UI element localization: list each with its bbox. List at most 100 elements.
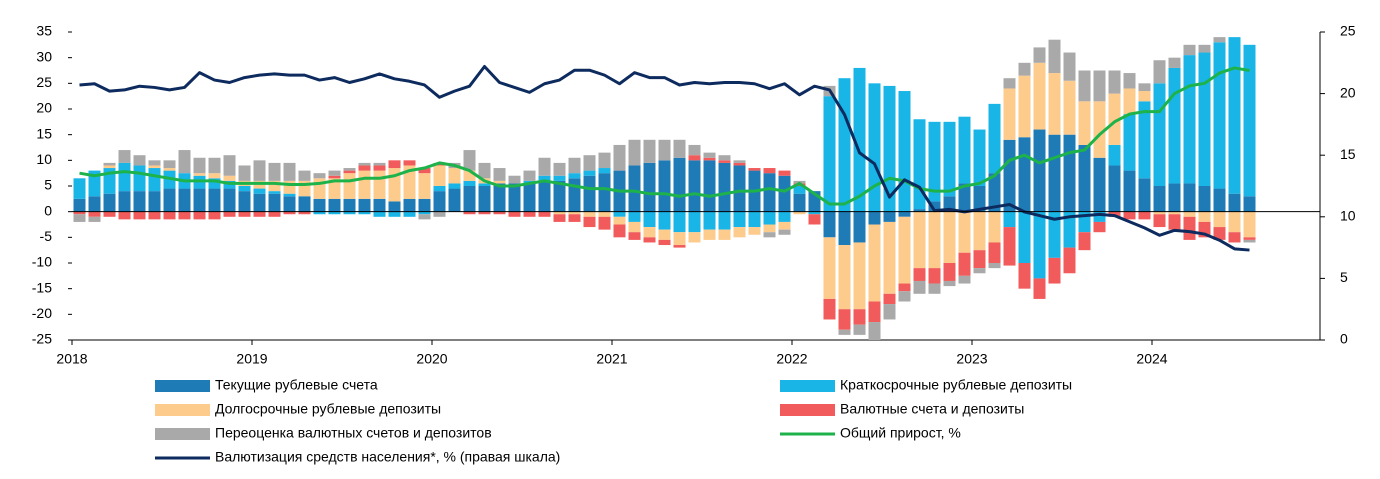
bar-segment	[493, 183, 506, 212]
bar-segment	[1093, 211, 1106, 222]
bar-segment	[883, 304, 896, 320]
bar-segment	[193, 188, 206, 212]
bar-segment	[1183, 216, 1196, 240]
bar-segment	[1003, 78, 1016, 89]
bar-segment	[253, 160, 266, 181]
bar-segment	[1198, 211, 1211, 222]
bar-segment	[553, 211, 566, 215]
bar-segment	[283, 162, 296, 181]
bar-segment	[688, 232, 701, 243]
bar-segment	[658, 229, 671, 240]
bar-segment	[823, 298, 836, 320]
bar-segment	[268, 193, 281, 212]
bar-segment	[118, 191, 131, 212]
y2-tick-label: 25	[1340, 23, 1356, 39]
bar-segment	[553, 180, 566, 212]
bar-segment	[478, 183, 491, 186]
bar-segment	[73, 198, 86, 212]
bar-segment	[1153, 186, 1166, 212]
bar-segment	[403, 165, 416, 199]
bar-segment	[913, 268, 926, 281]
y2-tick-label: 20	[1340, 84, 1356, 100]
bar-segment	[418, 211, 431, 215]
bar-segment	[598, 152, 611, 169]
bar-segment	[718, 162, 731, 212]
y-tick-label: -5	[40, 228, 53, 244]
bar-segment	[673, 157, 686, 212]
bar-segment	[928, 268, 941, 284]
bar-segment	[943, 280, 956, 287]
bar-segment	[193, 211, 206, 220]
bar-segment	[673, 245, 686, 248]
bar-segment	[958, 275, 971, 284]
bar-segment	[883, 293, 896, 305]
bar-segment	[1018, 137, 1031, 212]
bar-segment	[433, 211, 446, 217]
bar-segment	[658, 160, 671, 212]
bar-segment	[613, 224, 626, 238]
bar-segment	[193, 173, 206, 176]
bar-segment	[553, 214, 566, 222]
bar-segment	[388, 160, 401, 169]
bar-segment	[838, 329, 851, 335]
bar-segment	[358, 162, 371, 166]
bar-segment	[1003, 139, 1016, 212]
bar-segment	[628, 221, 641, 233]
bar-segment	[928, 201, 941, 212]
bar-segment	[313, 211, 326, 215]
bar-segment	[973, 129, 986, 186]
y2-tick-label: 15	[1340, 146, 1356, 162]
bar-segment	[748, 211, 761, 228]
bar-segment	[673, 139, 686, 158]
bar-segment	[973, 268, 986, 274]
bar-segment	[88, 216, 101, 222]
y-tick-label: 25	[36, 74, 52, 90]
bar-segment	[328, 198, 341, 212]
bar-segment	[733, 160, 746, 163]
bar-segment	[103, 211, 116, 217]
bar-segment	[868, 224, 881, 302]
bar-segment	[178, 150, 191, 174]
bar-segment	[718, 211, 731, 230]
bar-segment	[853, 242, 866, 310]
bar-segment	[868, 301, 881, 323]
bar-segment	[1078, 232, 1091, 251]
legend-swatch	[780, 380, 835, 392]
bar-segment	[958, 116, 971, 184]
x-tick-label: 2023	[956, 351, 987, 367]
bar-segment	[643, 237, 656, 243]
bar-segment	[238, 165, 251, 181]
bar-segment	[808, 211, 821, 215]
bar-segment	[268, 162, 281, 181]
bar-segment	[568, 178, 581, 212]
bar-segment	[208, 173, 221, 179]
bar-segment	[643, 227, 656, 238]
bar-segment	[718, 155, 731, 161]
bar-segment	[658, 139, 671, 161]
bar-segment	[553, 175, 566, 181]
bar-segment	[808, 214, 821, 225]
y-tick-label: 35	[36, 23, 52, 39]
bar-segment	[253, 188, 266, 194]
bar-segment	[343, 168, 356, 171]
bar-segment	[268, 180, 281, 192]
bar-segment	[973, 186, 986, 212]
bar-segment	[613, 211, 626, 217]
bar-segment	[928, 211, 941, 269]
bar-segment	[223, 188, 236, 212]
bar-segment	[463, 150, 476, 171]
bar-segment	[1228, 232, 1241, 243]
bar-segment	[478, 186, 491, 212]
bar-segment	[1048, 73, 1061, 135]
bar-segment	[1003, 227, 1016, 266]
bar-segment	[493, 211, 506, 215]
bar-segment	[898, 291, 911, 302]
line-series	[79, 64, 1250, 252]
bar-segment	[1093, 101, 1106, 158]
bar-segment	[298, 170, 311, 181]
bar-segment	[1183, 55, 1196, 184]
bar-segment	[1198, 52, 1211, 187]
bar-segment	[1153, 83, 1166, 186]
bar-segment	[733, 165, 746, 212]
bar-segment	[598, 216, 611, 230]
